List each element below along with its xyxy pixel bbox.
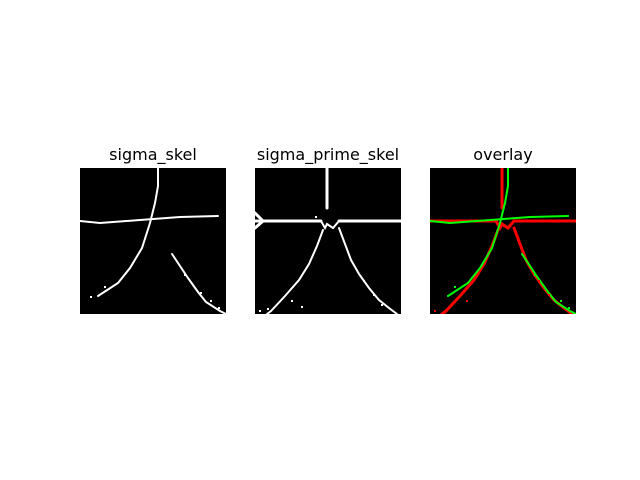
skeleton-image — [255, 168, 401, 314]
skeleton-image — [80, 168, 226, 314]
panel-title: overlay — [473, 145, 533, 164]
panel-sigma-prime-skel: sigma_prime_skel — [255, 142, 401, 314]
overlay-image — [430, 168, 576, 314]
panel-title: sigma_skel — [109, 145, 197, 164]
panel-sigma-skel: sigma_skel — [80, 142, 226, 314]
panel-title: sigma_prime_skel — [256, 145, 400, 164]
panel-overlay: overlay — [430, 142, 576, 314]
